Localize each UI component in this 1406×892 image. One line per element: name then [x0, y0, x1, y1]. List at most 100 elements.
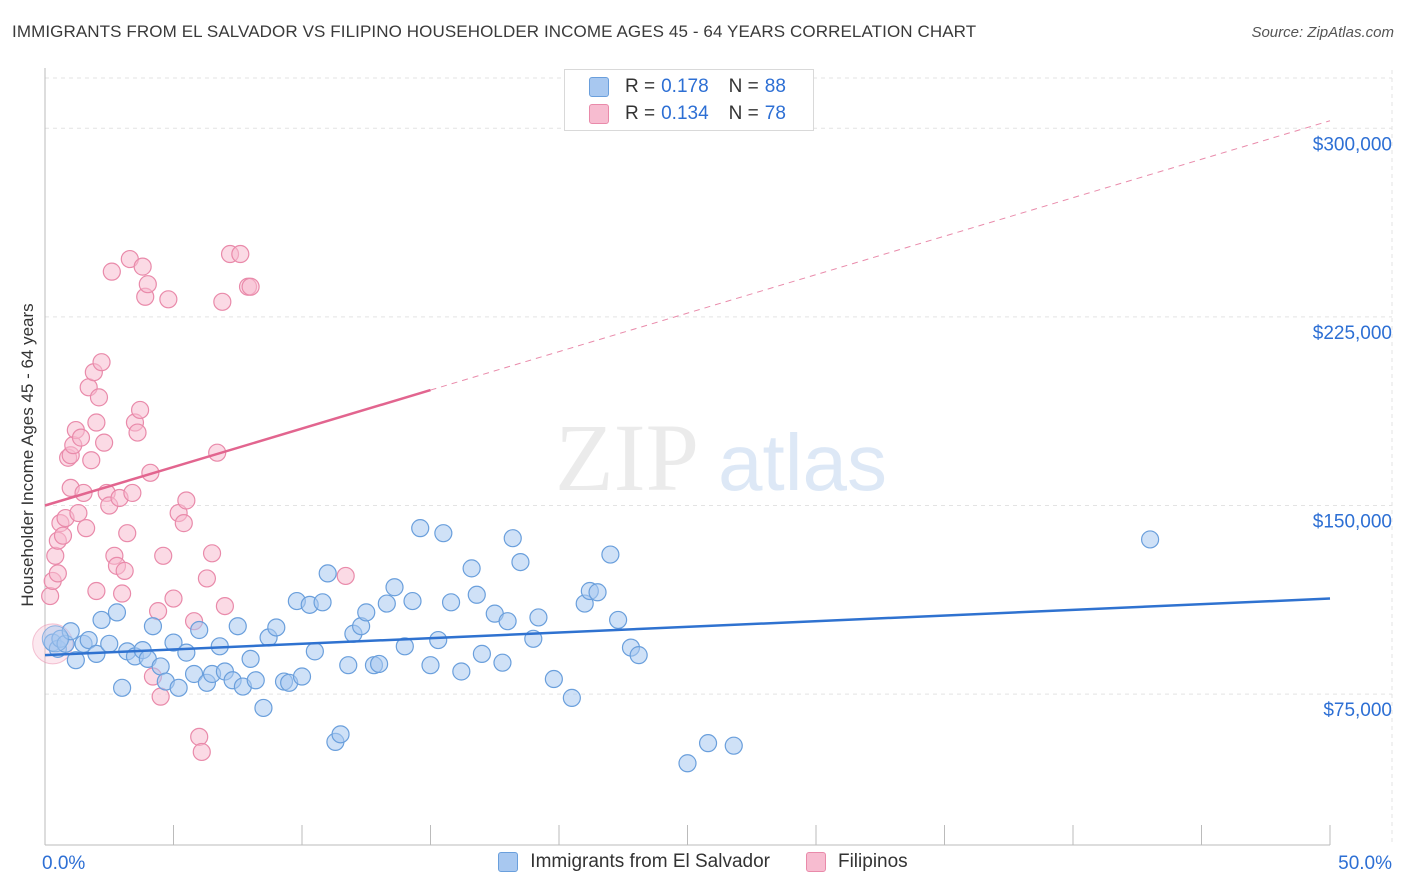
data-point	[370, 654, 389, 674]
y-axis-label: Householder Income Ages 45 - 64 years	[18, 303, 37, 606]
data-point	[395, 637, 414, 656]
chart-title: IMMIGRANTS FROM EL SALVADOR VS FILIPINO …	[12, 22, 977, 41]
data-point	[434, 524, 453, 543]
data-point	[313, 593, 332, 612]
data-point	[202, 544, 222, 563]
data-point	[115, 561, 134, 580]
data-point	[231, 244, 250, 264]
data-point	[472, 644, 491, 663]
trend-lines	[44, 120, 1331, 657]
data-point	[511, 552, 530, 572]
data-point	[71, 428, 91, 447]
data-point	[403, 591, 422, 611]
legend-item-el-salvador[interactable]: Immigrants from El Salvador	[498, 851, 770, 873]
legend-n-label: N =	[728, 76, 759, 97]
data-point	[164, 589, 183, 608]
legend-r-value: 0.134	[661, 103, 709, 124]
blue-swatch-icon	[498, 852, 519, 872]
tick-labels: $75,000 $150,000 $225,000 $300,000 0.0% 50.0%	[42, 134, 1392, 874]
data-point	[254, 698, 273, 718]
y-tick-label: $75,000	[1323, 700, 1392, 721]
data-point	[336, 566, 355, 586]
grid-lines	[45, 70, 1393, 845]
data-point	[498, 612, 517, 631]
data-point	[118, 524, 137, 543]
data-point	[529, 608, 548, 627]
y-tick-label: $150,000	[1313, 512, 1392, 533]
data-point	[441, 593, 461, 612]
data-point	[629, 646, 648, 665]
data-point	[82, 451, 101, 470]
legend-n-value: 78	[764, 103, 786, 124]
watermark-atlas: atlas	[718, 418, 887, 507]
data-point	[123, 483, 142, 503]
data-point	[246, 671, 265, 690]
data-point	[154, 546, 173, 565]
x-tick-label-max: 50.0%	[1338, 853, 1392, 874]
legend-n-label: N =	[728, 103, 759, 124]
data-point	[1140, 530, 1160, 549]
data-point	[331, 725, 350, 744]
data-point	[678, 754, 697, 773]
data-point	[197, 569, 217, 588]
data-point	[452, 662, 471, 681]
data-point	[601, 545, 620, 564]
data-point	[41, 586, 60, 606]
data-point	[130, 400, 150, 420]
data-point	[41, 625, 69, 653]
legend-item-label: Filipinos	[837, 851, 908, 872]
series-filipinos-points	[32, 244, 355, 762]
data-point	[177, 491, 196, 510]
blue-swatch-icon	[589, 77, 609, 97]
data-point	[562, 688, 581, 707]
data-point	[164, 633, 183, 652]
data-point	[151, 657, 170, 676]
data-point	[89, 388, 109, 407]
data-point	[503, 529, 522, 548]
data-point	[143, 617, 163, 636]
y-tick-label: $225,000	[1313, 323, 1392, 344]
data-point	[138, 275, 157, 294]
data-point	[87, 413, 106, 432]
legend-item-filipinos[interactable]: Filipinos	[805, 851, 908, 873]
data-point	[92, 353, 111, 372]
data-point	[241, 277, 260, 296]
data-point	[177, 643, 196, 662]
data-point	[66, 651, 85, 670]
data-point	[102, 262, 121, 281]
data-point	[128, 423, 147, 442]
pink-swatch-icon	[589, 104, 609, 124]
legend-row-el-salvador: R = 0.178 N = 88	[589, 75, 786, 99]
data-point	[190, 727, 209, 746]
data-point	[100, 634, 119, 653]
data-point	[95, 433, 114, 452]
x-tick-label-min: 0.0%	[42, 853, 85, 874]
data-point	[87, 581, 106, 601]
legend-r-value: 0.178	[661, 76, 709, 97]
trend-line-dashed	[430, 120, 1331, 391]
legend-n-value: 88	[764, 76, 786, 97]
data-point	[493, 653, 512, 672]
legend-item-label: Immigrants from El Salvador	[530, 851, 770, 872]
data-point	[609, 610, 628, 630]
data-point	[241, 649, 260, 669]
data-point	[292, 667, 312, 686]
data-point	[698, 734, 718, 753]
data-point	[112, 678, 132, 697]
data-point	[190, 620, 209, 640]
data-point	[133, 257, 152, 276]
data-point	[159, 290, 178, 309]
watermark: ZIP atlas	[555, 404, 887, 511]
data-point	[148, 602, 168, 621]
trend-line-solid	[44, 388, 431, 507]
data-point	[339, 656, 358, 675]
data-point	[588, 583, 607, 602]
data-point	[377, 594, 396, 613]
data-point	[77, 519, 96, 538]
series-legend: Immigrants from El Salvador Filipinos	[0, 851, 1406, 873]
data-point	[112, 584, 132, 603]
data-point	[385, 578, 404, 597]
data-point	[174, 514, 193, 533]
data-point	[107, 603, 127, 622]
data-point	[192, 742, 211, 762]
